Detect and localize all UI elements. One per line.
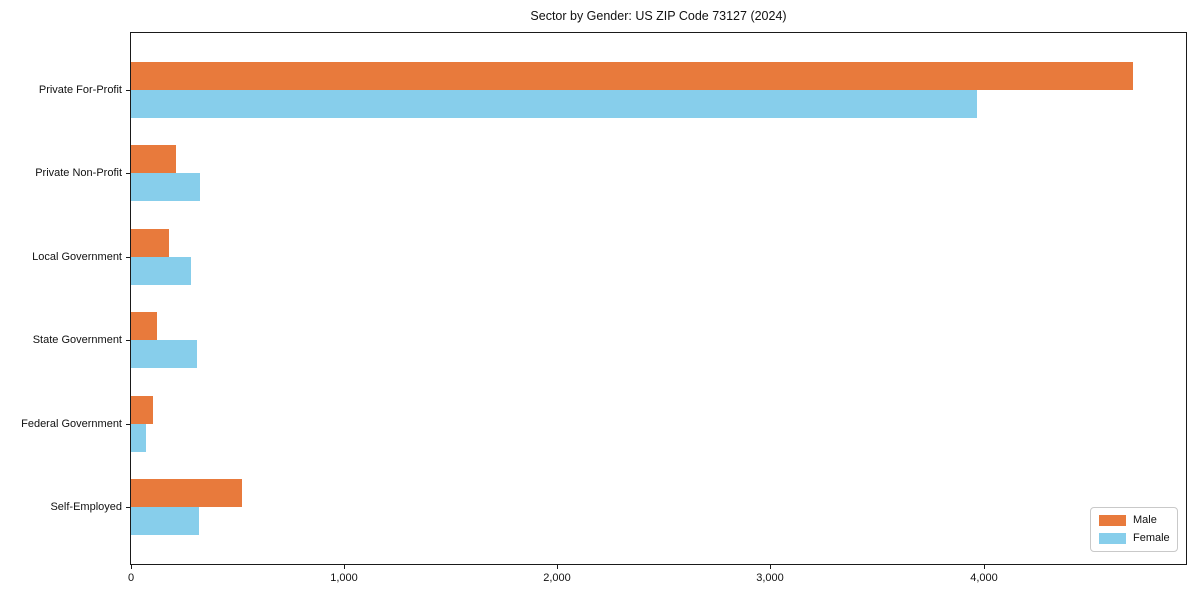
y-label-private-non-profit: Private Non-Profit: [35, 167, 122, 179]
bar-male-state-government: [131, 312, 157, 340]
x-tick-label-1: 1,000: [330, 572, 358, 584]
legend-entry-female: Female: [1099, 532, 1170, 545]
y-tick-federal-government: [126, 424, 130, 425]
x-tick-4: [984, 565, 985, 569]
x-tick-label-4: 4,000: [970, 572, 998, 584]
bar-male-private-for-profit: [131, 62, 1133, 90]
x-tick-3: [770, 565, 771, 569]
bar-male-federal-government: [131, 396, 153, 424]
legend-label-male: Male: [1133, 514, 1157, 526]
x-tick-label-2: 2,000: [543, 572, 571, 584]
legend-swatch-female: [1099, 533, 1126, 544]
bar-male-self-employed: [131, 479, 242, 507]
y-tick-self-employed: [126, 507, 130, 508]
x-tick-0: [131, 565, 132, 569]
bar-female-state-government: [131, 340, 197, 368]
x-tick-1: [344, 565, 345, 569]
x-tick-label-3: 3,000: [756, 572, 784, 584]
y-tick-private-non-profit: [126, 173, 130, 174]
legend-entry-male: Male: [1099, 514, 1169, 527]
bar-female-private-for-profit: [131, 90, 977, 118]
x-tick-label-0: 0: [127, 572, 135, 584]
chart-title: Sector by Gender: US ZIP Code 73127 (202…: [530, 9, 787, 23]
y-tick-state-government: [126, 340, 130, 341]
legend: Male Female: [1090, 507, 1178, 552]
plot-area: [130, 32, 1187, 565]
x-tick-2: [557, 565, 558, 569]
y-tick-local-government: [126, 257, 130, 258]
bar-male-local-government: [131, 229, 169, 257]
y-label-private-for-profit: Private For-Profit: [38, 84, 122, 96]
legend-label-female: Female: [1133, 532, 1170, 544]
legend-swatch-male: [1099, 515, 1126, 526]
bar-female-private-non-profit: [131, 173, 200, 201]
bar-male-private-non-profit: [131, 145, 176, 173]
y-tick-private-for-profit: [126, 90, 130, 91]
bar-female-local-government: [131, 257, 191, 285]
y-label-local-government: Local Government: [32, 251, 122, 263]
bar-female-federal-government: [131, 424, 146, 452]
y-label-self-employed: Self-Employed: [50, 501, 122, 513]
bar-female-self-employed: [131, 507, 199, 535]
y-label-federal-government: Federal Government: [21, 418, 122, 430]
y-label-state-government: State Government: [32, 334, 122, 346]
